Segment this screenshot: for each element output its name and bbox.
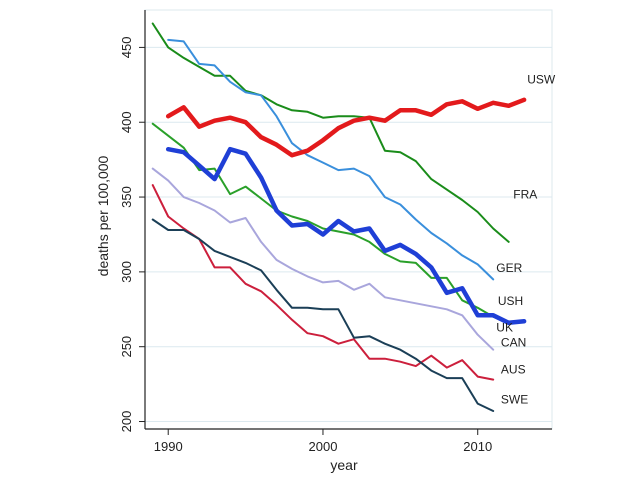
y-tick-label: 200 (119, 411, 134, 433)
series-label-ush: USH (498, 294, 523, 308)
series-label-fra: FRA (513, 188, 537, 202)
series-line-uk (165, 146, 527, 326)
x-tick-label: 2010 (463, 439, 492, 454)
series-label-can: CAN (501, 336, 526, 350)
x-tick-label: 1990 (154, 439, 183, 454)
series-line-swe (151, 218, 495, 412)
gridlines (144, 9, 553, 430)
y-axis-title: deaths per 100,000 (95, 155, 111, 276)
series-line-can (151, 167, 495, 351)
series-label-ger: GER (496, 261, 522, 275)
series-label-uk: UK (496, 321, 513, 335)
series-label-aus: AUS (501, 363, 526, 377)
x-tick-label: 2000 (309, 439, 338, 454)
series-line-ger (167, 38, 495, 281)
y-tick-label: 350 (119, 186, 134, 208)
series-lines (151, 22, 527, 412)
series-line-usw (165, 97, 527, 158)
y-tick-label: 400 (119, 111, 134, 133)
x-axis-title: year (330, 457, 358, 473)
series-label-usw: USW (527, 72, 556, 86)
series-label-swe: SWE (501, 393, 528, 407)
axes: 200 250 300 350 400 450 1990 2000 2010 (119, 10, 552, 454)
plot-frame (144, 9, 553, 430)
y-tick-label: 450 (119, 37, 134, 59)
series-line-fra (151, 22, 510, 243)
y-tick-label: 300 (119, 261, 134, 283)
series-line-aus (151, 184, 495, 381)
y-tick-label: 250 (119, 336, 134, 358)
